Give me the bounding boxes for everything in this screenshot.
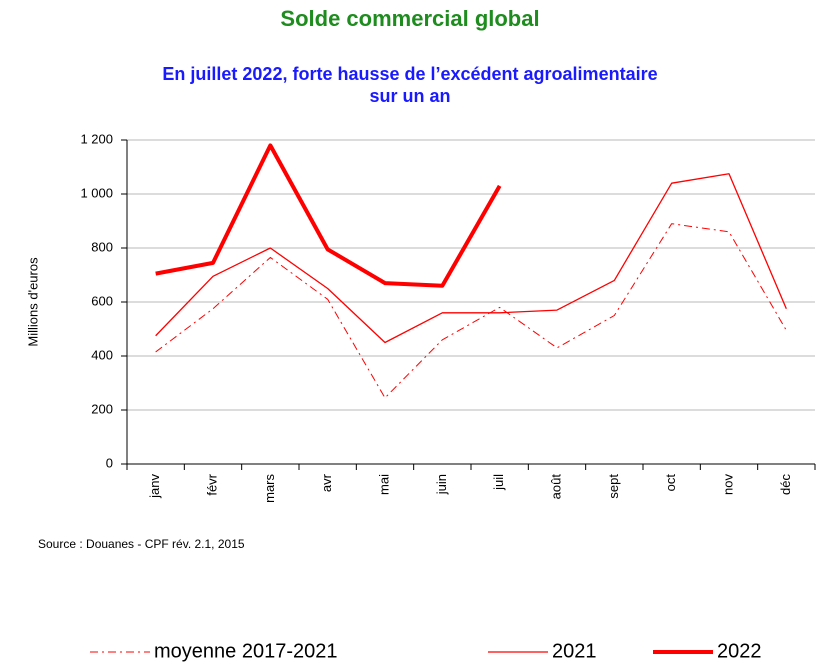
x-tick-label: août: [548, 474, 563, 500]
x-tick-label: févr: [204, 473, 219, 495]
series-line: [155, 173, 787, 344]
y-tick-label: 200: [91, 401, 113, 416]
x-tick-label: janv: [147, 474, 162, 499]
legend-label: moyenne 2017-2021: [154, 640, 337, 662]
y-tick-label: 800: [91, 239, 113, 254]
chart-subtitle: En juillet 2022, forte hausse de l’excéd…: [162, 64, 657, 84]
y-tick-label: 1 200: [80, 131, 113, 146]
legend-label: 2022: [717, 640, 762, 662]
chart-subtitle: sur un an: [369, 86, 450, 106]
series-line: [155, 143, 502, 288]
chart-title: Solde commercial global: [280, 6, 539, 31]
x-tick-label: juin: [434, 474, 449, 495]
x-tick-label: mars: [262, 474, 277, 503]
y-tick-label: 1 000: [80, 185, 113, 200]
source: Source : Douanes - CPF rév. 2.1, 2015: [38, 537, 245, 551]
x-tick-label: avr: [319, 473, 334, 492]
legend-label: 2021: [552, 640, 597, 662]
y-tick-label: 400: [91, 347, 113, 362]
y-tick-label: 0: [106, 455, 113, 470]
x-tick-label: sept: [606, 474, 621, 499]
x-tick-label: juil: [491, 474, 506, 491]
y-axis-label: Millions d'euros: [25, 257, 40, 347]
series-line: [155, 223, 787, 399]
x-tick-label: déc: [778, 474, 793, 495]
y-tick-label: 600: [91, 293, 113, 308]
x-tick-label: oct: [663, 474, 678, 492]
x-tick-label: nov: [720, 474, 735, 495]
x-tick-label: mai: [376, 474, 391, 495]
